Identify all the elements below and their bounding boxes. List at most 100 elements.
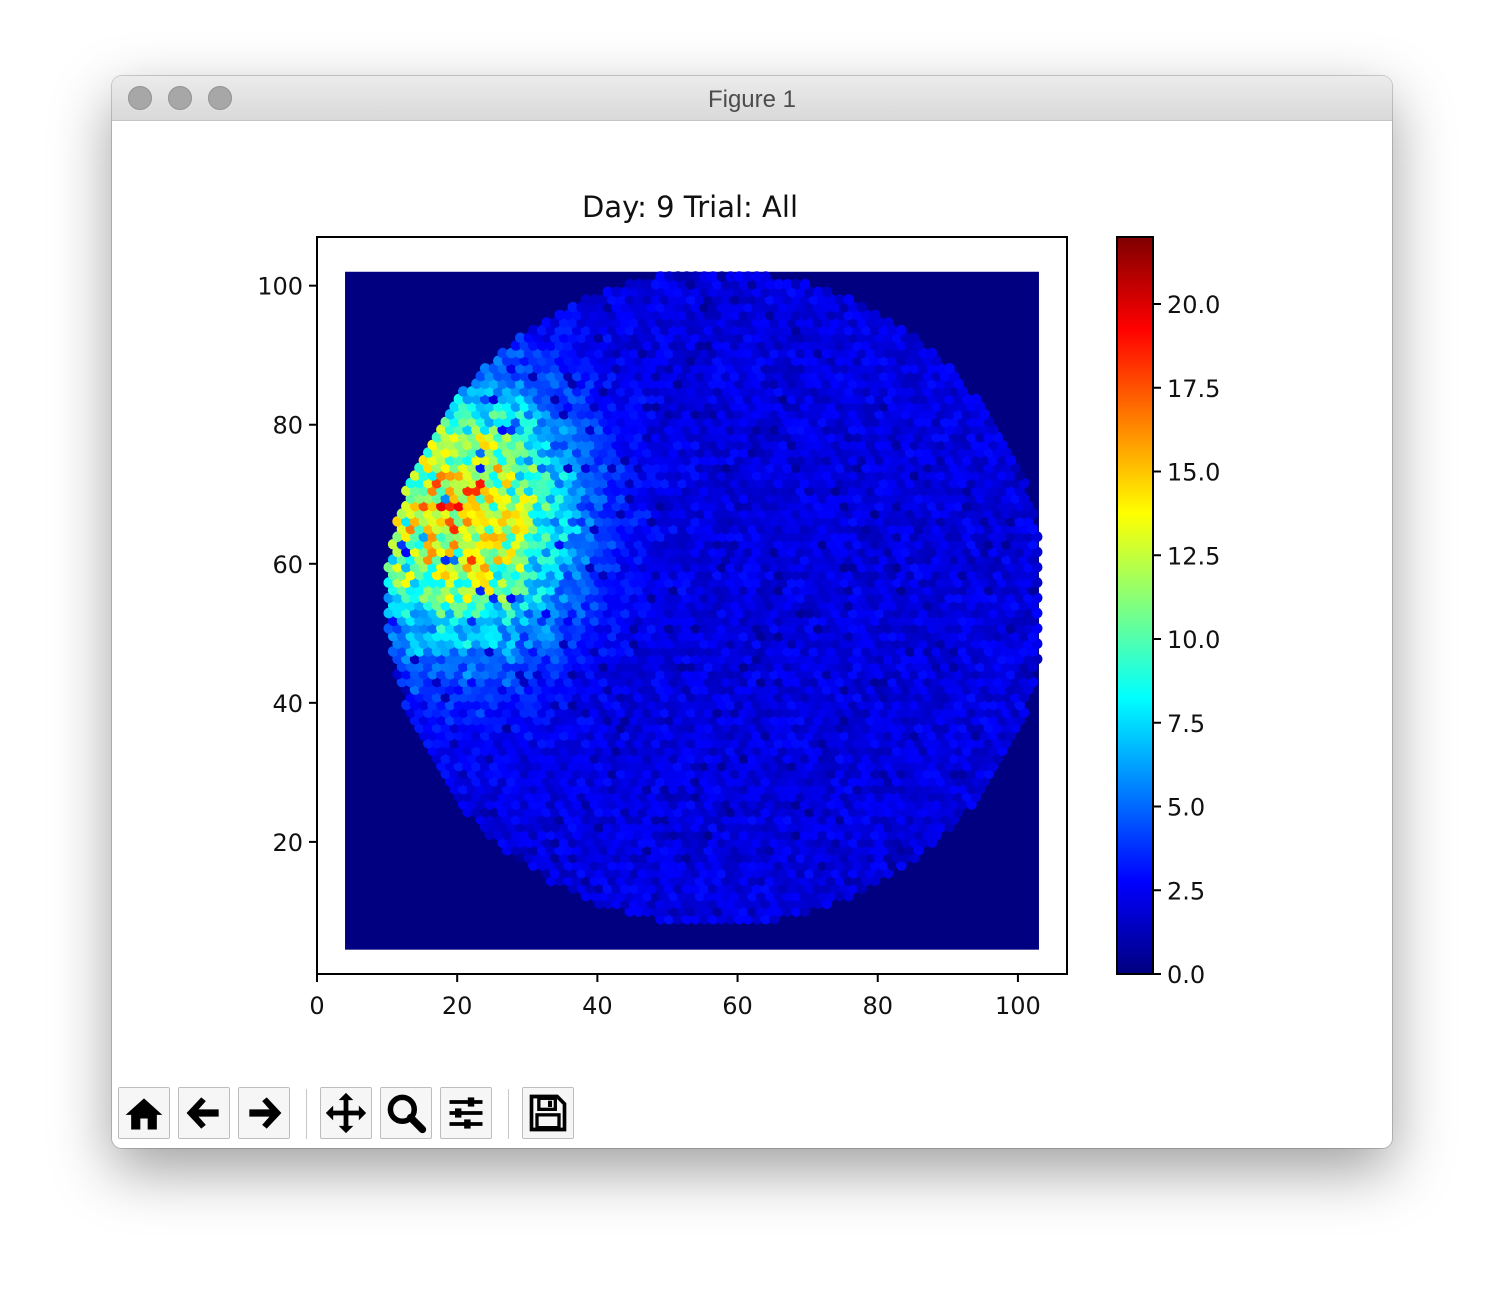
hexbin-cell [804, 898, 815, 910]
hexbin-cell [637, 837, 649, 848]
hexbin-cell [703, 783, 714, 795]
hexbin-cell [532, 852, 544, 864]
hexbin-cell [786, 898, 798, 910]
hexbin-cell [580, 768, 592, 780]
hexbin-cell [812, 898, 824, 910]
hexbin-cell [856, 883, 868, 894]
close-window-button[interactable] [128, 86, 152, 110]
hexbin-cell [493, 768, 504, 780]
hexbin-cell [869, 753, 881, 764]
hexbin-cell [904, 737, 916, 749]
hexbin-cell [637, 867, 649, 879]
hexbin-cell [628, 852, 640, 864]
hexbin-cell [812, 883, 824, 894]
hexbin-cell [720, 753, 732, 764]
hexbin-cell [466, 799, 478, 810]
hexbin-cell [633, 753, 644, 764]
hexbin-cell [830, 852, 841, 864]
hexbin-cell [817, 799, 828, 810]
hexbin-cell [558, 837, 570, 848]
hexbin-cell [458, 753, 469, 764]
hexbin-cell [720, 737, 732, 749]
hexbin-cell [707, 822, 719, 833]
hexbin-cell [628, 883, 640, 894]
hexbin-cell [545, 783, 557, 795]
hexbin-cell [677, 799, 688, 810]
hexbin-cell [786, 867, 798, 879]
hexbin-cell [791, 737, 802, 749]
hexbin-cell [782, 737, 793, 749]
zoom-window-button[interactable] [208, 86, 232, 110]
hexbin-cell [602, 867, 614, 879]
hexbin-cell [716, 913, 728, 925]
hexbin-cell [900, 852, 912, 864]
hexbin-cell [685, 753, 697, 764]
hexbin-cell [672, 837, 684, 848]
hexbin-cell [720, 768, 732, 780]
hexbin-cell [738, 783, 749, 795]
hexbin-cell [598, 737, 609, 749]
hexbin-cell [777, 883, 789, 894]
hexbin-cell [528, 783, 539, 795]
hexbin-cell [799, 753, 811, 764]
hexbin-cell [742, 852, 754, 864]
hexbin-cell [576, 852, 587, 864]
hexbin-cell [992, 753, 1004, 764]
hexbin-cell [821, 898, 833, 910]
hexbin-cell [615, 737, 627, 749]
hexbin-cell [493, 737, 504, 749]
hexbin-cell [423, 737, 434, 749]
hexbin-cell [681, 898, 692, 910]
hexbin-cell [751, 913, 763, 925]
hexbin-cell [808, 753, 820, 764]
hexbin-cell [585, 867, 596, 879]
hexbin-cell [659, 737, 671, 749]
hexbin-cell [554, 737, 565, 749]
hexbin-cell [532, 822, 544, 833]
hexbin-cell [891, 852, 903, 864]
hexbin-cell [699, 898, 710, 910]
hexbin-cell [865, 867, 876, 879]
hexbin-cell [738, 737, 749, 749]
hexbin-cell [602, 898, 614, 910]
hexbin-cell [681, 822, 692, 833]
hexbin-cell [475, 753, 487, 764]
minimize-window-button[interactable] [168, 86, 192, 110]
hexbin-cell [646, 852, 657, 864]
hexbin-cell [755, 737, 767, 749]
hexbin-cell [694, 753, 706, 764]
hexbin-cell [637, 883, 649, 894]
hexbin-cell [896, 783, 907, 795]
hexbin-cell [694, 799, 706, 810]
hexbin-cell [484, 737, 495, 749]
hexbin-cell [821, 837, 833, 848]
hexbin-cell [620, 883, 631, 894]
hexbin-cell [611, 822, 622, 833]
hexbin-cell [808, 768, 820, 780]
hexbin-cell [769, 883, 780, 894]
hexbin-cell [764, 799, 776, 810]
title-bar[interactable]: Figure 1 [112, 76, 1392, 121]
hexbin-cell [440, 737, 452, 749]
figure-canvas[interactable]: Day: 9 Trial: All 0 20 40 60 80 1002040608010… [112, 121, 1392, 1041]
hexbin-cell [519, 737, 530, 749]
hexbin-cell [804, 822, 815, 833]
hexbin-cell [869, 799, 881, 810]
hexbin-cell [602, 883, 614, 894]
hexbin-cell [550, 837, 561, 848]
hexbin-cell [677, 768, 688, 780]
hexbin-cell [939, 799, 951, 810]
hexbin-cell [773, 799, 784, 810]
hexbin-cell [939, 768, 951, 780]
hexbin-cell [655, 883, 666, 894]
hexbin-cell [926, 822, 938, 833]
hexbin-cell [852, 768, 863, 780]
hexbin-cell [734, 837, 745, 848]
hexbin-cell [804, 837, 815, 848]
hexbin-cell [975, 753, 986, 764]
hexbin-cell [966, 737, 977, 749]
hexbin-cell [738, 768, 749, 780]
hexbin-cell [769, 822, 780, 833]
hexbin-cell [843, 294, 855, 305]
